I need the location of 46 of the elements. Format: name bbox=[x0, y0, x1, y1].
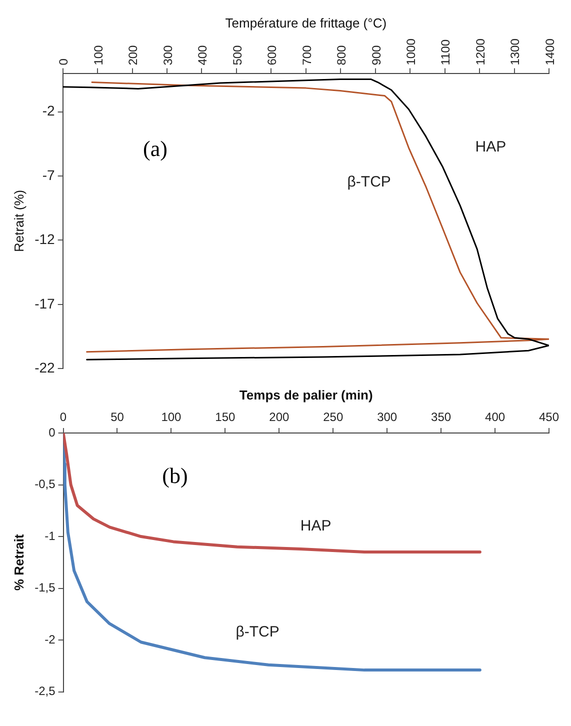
x-axis-title: Temps de palier (min) bbox=[239, 387, 373, 402]
annotation: (a) bbox=[142, 136, 168, 161]
series-label: β-TCP bbox=[236, 623, 280, 640]
x-tick-label: 1200 bbox=[473, 38, 488, 66]
x-tick-label: 300 bbox=[160, 44, 175, 66]
y-tick-label: -2 bbox=[42, 102, 56, 119]
series-label: HAP bbox=[300, 517, 332, 534]
y-tick-label: -2,5 bbox=[34, 684, 56, 698]
y-tick-label: -2 bbox=[44, 632, 56, 646]
x-tick-label: 100 bbox=[161, 410, 182, 424]
x-tick-label: 200 bbox=[269, 410, 290, 424]
x-tick-label: 100 bbox=[91, 44, 106, 66]
series-label: β-TCP bbox=[347, 174, 391, 191]
x-tick-label: 600 bbox=[265, 44, 280, 66]
x-tick-label: 700 bbox=[300, 44, 314, 66]
y-tick-label: -22 bbox=[34, 359, 56, 376]
x-tick-label: 150 bbox=[215, 410, 236, 424]
x-tick-label: 1100 bbox=[438, 39, 453, 66]
x-tick-label: 200 bbox=[126, 44, 140, 66]
x-tick-label: 450 bbox=[538, 410, 560, 424]
annotation: (b) bbox=[162, 462, 188, 488]
x-tick-label: 50 bbox=[110, 410, 124, 424]
y-tick-label: -7 bbox=[42, 166, 56, 183]
y-tick-label: -1 bbox=[44, 528, 56, 543]
y-tick-label: -17 bbox=[34, 295, 56, 312]
x-tick-label: 400 bbox=[196, 44, 210, 66]
x-tick-label: 1300 bbox=[508, 38, 522, 66]
x-axis-title: Température de frittage (°C) bbox=[225, 15, 387, 30]
y-axis-title: Retrait (%) bbox=[11, 190, 26, 252]
x-tick-label: 500 bbox=[230, 44, 244, 66]
x-tick-label: 0 bbox=[56, 58, 71, 66]
x-tick-label: 1400 bbox=[542, 38, 557, 66]
y-tick-label: 0 bbox=[48, 425, 56, 440]
x-tick-label: 300 bbox=[377, 410, 398, 424]
x-tick-label: 1000 bbox=[404, 38, 418, 66]
y-tick-label: -12 bbox=[34, 231, 56, 248]
x-tick-label: 350 bbox=[431, 410, 452, 424]
x-tick-label: 250 bbox=[323, 410, 344, 424]
x-tick-label: 400 bbox=[485, 410, 506, 424]
y-axis-title: % Retrait bbox=[11, 534, 26, 591]
y-tick-label: -0,5 bbox=[34, 477, 56, 492]
x-tick-label: 800 bbox=[334, 44, 349, 66]
text: HAP bbox=[475, 138, 506, 156]
x-tick-label: 0 bbox=[60, 410, 67, 424]
x-tick-label: 900 bbox=[369, 44, 384, 66]
y-tick-label: -1,5 bbox=[34, 580, 56, 595]
